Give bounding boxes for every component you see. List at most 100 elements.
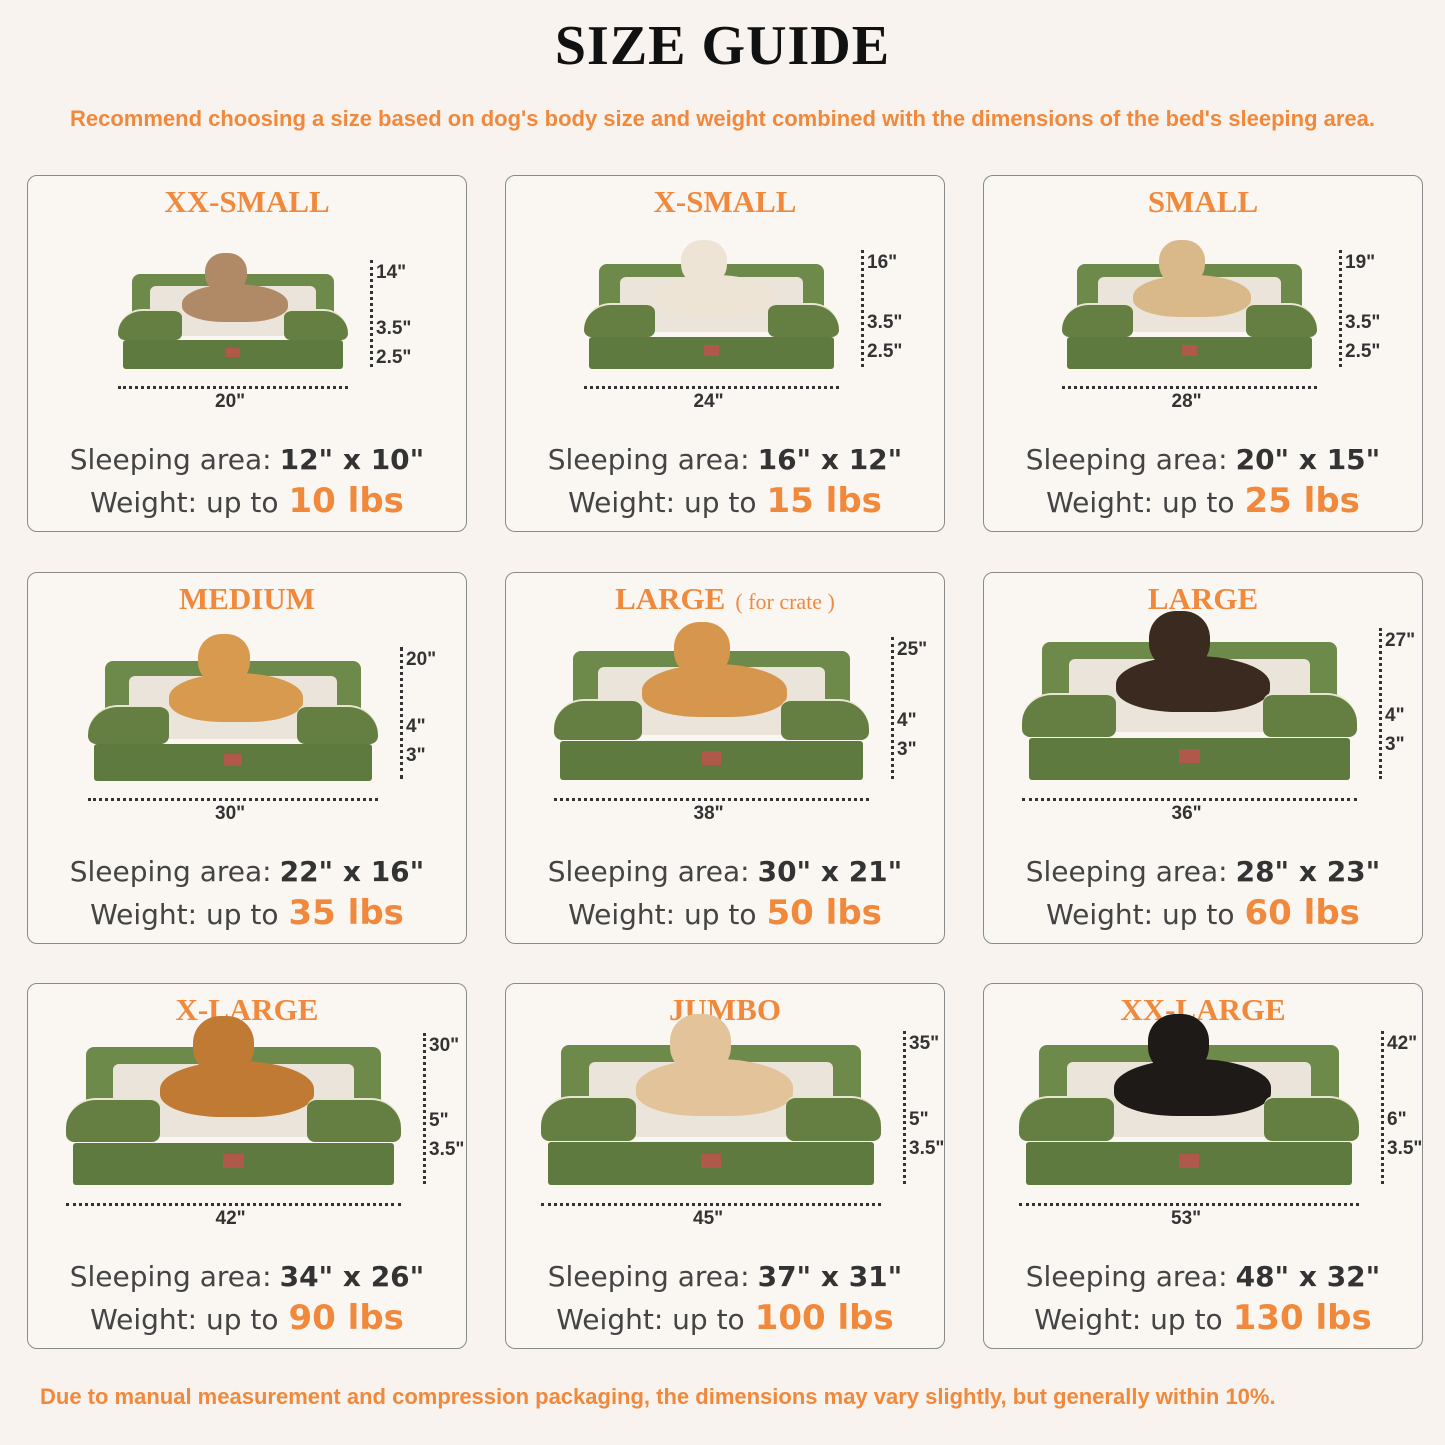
length-dimension: 45" [693, 1208, 724, 1229]
sleeping-area-value: 28" x 23" [1235, 855, 1381, 888]
bed-bolster-right [780, 698, 869, 741]
sleeping-area-value: 22" x 16" [279, 855, 425, 888]
size-name-text: LARGE [615, 581, 726, 616]
weight-value: 25 lbs [1244, 481, 1360, 521]
size-card: LARGE ( for crate ) 38" 25" 4" 3" Sleeping are… [505, 572, 945, 944]
weight-row: Weight: up to 35 lbs [28, 893, 466, 933]
sleeping-area-label: Sleeping area: [1025, 1260, 1228, 1293]
bed-bolster-right [1263, 692, 1357, 738]
bed-bolster-right [767, 302, 839, 337]
bed-bolster-left [1019, 1096, 1115, 1142]
pet-bed-image [118, 252, 348, 371]
weight-value: 100 lbs [754, 1298, 894, 1338]
weight-label: Weight: up to [90, 898, 279, 931]
bed-label-tag [1181, 345, 1198, 356]
length-dotted-line [584, 386, 839, 389]
weight-label: Weight: up to [1046, 486, 1235, 519]
length-dimension: 38" [693, 803, 724, 824]
base-height-dimension: 3" [1385, 734, 1405, 756]
height-dotted-line [1379, 628, 1382, 779]
pet-bed-image [1022, 610, 1357, 783]
base-height-dimension: 2.5" [867, 341, 903, 363]
length-dotted-line [1019, 1203, 1359, 1206]
length-dotted-line [66, 1203, 401, 1206]
bed-label-tag [703, 345, 720, 356]
weight-row: Weight: up to 100 lbs [506, 1298, 944, 1338]
weight-label: Weight: up to [568, 486, 757, 519]
weight-value: 10 lbs [288, 481, 404, 521]
bed-bolster-left [1062, 302, 1134, 337]
size-card: SMALL 28" 19" 3.5" 2.5" Sleeping area: 20" x 1… [983, 175, 1423, 532]
weight-value: 60 lbs [1244, 893, 1360, 933]
size-card: LARGE 36" 27" 4" 3" Sleeping area: 28" x 23" We… [983, 572, 1423, 944]
pet-bed-image [1062, 240, 1317, 371]
bed-bolster-right [307, 1097, 401, 1143]
bolster-height-dimension: 5" [429, 1110, 449, 1132]
base-height-dimension: 3.5" [909, 1138, 945, 1160]
footer-note: Due to manual measurement and compressio… [40, 1384, 1276, 1409]
height-dotted-line [423, 1033, 426, 1184]
weight-label: Weight: up to [1034, 1303, 1223, 1336]
sleeping-area-row: Sleeping area: 37" x 31" [506, 1260, 944, 1293]
size-name: XX-LARGE [984, 992, 1422, 1028]
page-subtitle: Recommend choosing a size based on dog's… [69, 106, 1375, 131]
sleeping-area-row: Sleeping area: 12" x 10" [28, 443, 466, 476]
bed-bolster-right [283, 308, 348, 340]
weight-row: Weight: up to 50 lbs [506, 893, 944, 933]
total-height-dimension: 30" [429, 1035, 460, 1056]
bed-label-tag [223, 1154, 244, 1169]
total-height-dimension: 16" [867, 252, 898, 273]
total-height-dimension: 35" [909, 1033, 940, 1054]
base-height-dimension: 3" [406, 744, 426, 766]
base-height-dimension: 2.5" [1345, 341, 1381, 363]
bed-bolster-left [584, 302, 656, 337]
total-height-dimension: 19" [1345, 252, 1376, 273]
base-height-dimension: 3.5" [429, 1139, 465, 1161]
bolster-height-dimension: 3.5" [376, 317, 412, 339]
length-dimension: 30" [215, 803, 246, 824]
weight-row: Weight: up to 15 lbs [506, 481, 944, 521]
sleeping-area-label: Sleeping area: [69, 1260, 272, 1293]
pet-head [1158, 240, 1205, 286]
total-height-dimension: 14" [376, 262, 407, 283]
size-name: LARGE ( for crate ) [506, 581, 944, 617]
length-dimension: 20" [215, 391, 246, 412]
size-name-text: LARGE [1147, 581, 1259, 616]
sleeping-area-value: 34" x 26" [279, 1260, 425, 1293]
length-dotted-line [1022, 798, 1357, 801]
size-name: JUMBO [506, 992, 944, 1028]
weight-value: 50 lbs [766, 893, 882, 933]
bolster-height-dimension: 3.5" [1345, 312, 1381, 334]
height-dotted-line [903, 1031, 906, 1184]
sleeping-area-label: Sleeping area: [547, 1260, 750, 1293]
weight-label: Weight: up to [90, 486, 279, 519]
weight-row: Weight: up to 25 lbs [984, 481, 1422, 521]
weight-label: Weight: up to [568, 898, 757, 931]
sleeping-area-row: Sleeping area: 22" x 16" [28, 855, 466, 888]
sleeping-area-value: 20" x 15" [1235, 443, 1381, 476]
sleeping-area-label: Sleeping area: [69, 855, 272, 888]
length-dotted-line [554, 798, 869, 801]
total-height-dimension: 20" [406, 649, 437, 670]
base-height-dimension: 3.5" [1387, 1138, 1423, 1160]
sleeping-area-label: Sleeping area: [69, 443, 272, 476]
weight-row: Weight: up to 10 lbs [28, 481, 466, 521]
total-height-dimension: 25" [897, 639, 928, 660]
total-height-dimension: 42" [1387, 1033, 1418, 1054]
size-name-text: SMALL [1147, 184, 1259, 219]
pet-head [1148, 1013, 1210, 1074]
pet-head [205, 252, 247, 294]
bed-bolster-left [1022, 692, 1116, 738]
size-card: JUMBO 45" 35" 5" 3.5" Sleeping area: 37" x 31"… [505, 983, 945, 1349]
bolster-height-dimension: 5" [909, 1109, 929, 1131]
bed-label-tag [226, 347, 240, 358]
sleeping-area-label: Sleeping area: [1025, 855, 1228, 888]
size-name: X-SMALL [506, 184, 944, 220]
size-name-text: XX-LARGE [1120, 992, 1286, 1027]
size-name: LARGE [984, 581, 1422, 617]
sleeping-area-value: 12" x 10" [279, 443, 425, 476]
length-dotted-line [118, 386, 348, 389]
weight-label: Weight: up to [556, 1303, 745, 1336]
length-dotted-line [541, 1203, 881, 1206]
weight-row: Weight: up to 130 lbs [984, 1298, 1422, 1338]
